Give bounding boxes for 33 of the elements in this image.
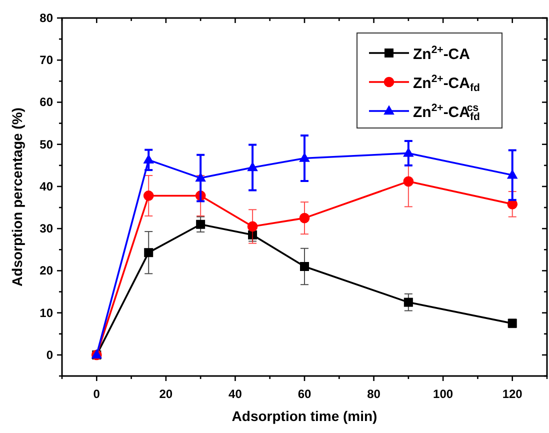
y-tick-label: 70: [40, 53, 54, 68]
y-tick-label: 40: [40, 179, 54, 194]
x-axis-title: Adsorption time (min): [232, 408, 378, 424]
point: [300, 262, 309, 271]
point: [506, 169, 518, 179]
y-tick-label: 60: [40, 95, 54, 110]
point: [404, 298, 413, 307]
y-tick-label: 50: [40, 137, 54, 152]
y-tick-label: 10: [40, 306, 54, 320]
point: [196, 220, 206, 229]
point: [403, 147, 414, 157]
point: [144, 248, 154, 258]
x-tick-label: 100: [433, 387, 454, 401]
legend-label: Zn$^{2+}$-CA$_{fd}$: [413, 72, 480, 94]
x-tick-label: 20: [159, 387, 173, 401]
point: [247, 221, 258, 232]
x-tick-label: 120: [502, 387, 523, 401]
y-tick-label: 20: [40, 264, 54, 278]
point: [403, 176, 414, 187]
x-tick-label: 0: [93, 387, 100, 401]
x-tick-label: 60: [298, 387, 312, 401]
point: [143, 190, 154, 201]
legend-label: Zn$^{2+}$-CA: [413, 44, 470, 63]
x-tick-label: 40: [228, 387, 242, 401]
point: [247, 162, 258, 172]
y-axis-title: Adsorption percentage (%): [9, 108, 25, 286]
point: [195, 172, 206, 182]
y-tick-label: 80: [40, 11, 54, 25]
y-tick-label: 30: [40, 222, 54, 236]
point: [299, 212, 310, 224]
x-tick-label: 80: [367, 387, 381, 401]
point: [143, 154, 154, 164]
y-tick-label: 0: [46, 348, 54, 362]
